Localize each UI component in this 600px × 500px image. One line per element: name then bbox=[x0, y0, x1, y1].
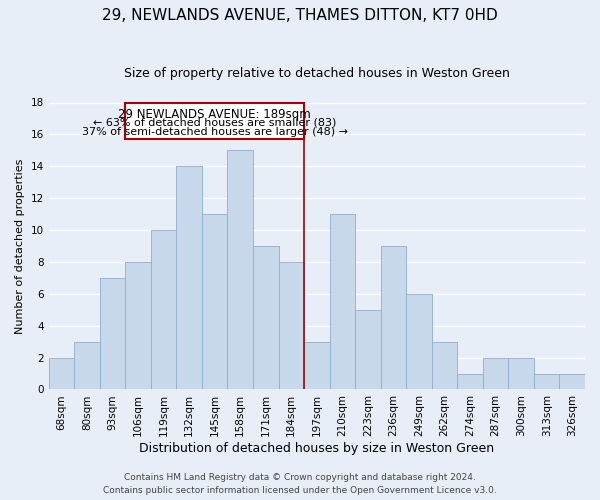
Bar bbox=[304, 342, 329, 390]
Bar bbox=[202, 214, 227, 390]
X-axis label: Distribution of detached houses by size in Weston Green: Distribution of detached houses by size … bbox=[139, 442, 494, 455]
Bar bbox=[355, 310, 380, 390]
Bar bbox=[176, 166, 202, 390]
Title: Size of property relative to detached houses in Weston Green: Size of property relative to detached ho… bbox=[124, 68, 510, 80]
Bar bbox=[380, 246, 406, 390]
Bar bbox=[559, 374, 585, 390]
Text: Contains HM Land Registry data © Crown copyright and database right 2024.
Contai: Contains HM Land Registry data © Crown c… bbox=[103, 473, 497, 495]
Bar bbox=[151, 230, 176, 390]
Bar bbox=[329, 214, 355, 390]
Bar bbox=[125, 262, 151, 390]
Bar bbox=[432, 342, 457, 390]
Bar bbox=[74, 342, 100, 390]
Bar bbox=[278, 262, 304, 390]
Bar bbox=[457, 374, 483, 390]
Bar bbox=[49, 358, 74, 390]
Text: 29 NEWLANDS AVENUE: 189sqm: 29 NEWLANDS AVENUE: 189sqm bbox=[118, 108, 311, 121]
Bar bbox=[508, 358, 534, 390]
Text: 29, NEWLANDS AVENUE, THAMES DITTON, KT7 0HD: 29, NEWLANDS AVENUE, THAMES DITTON, KT7 … bbox=[102, 8, 498, 22]
Bar bbox=[406, 294, 432, 390]
Bar bbox=[483, 358, 508, 390]
Bar bbox=[100, 278, 125, 390]
Bar bbox=[253, 246, 278, 390]
Text: ← 63% of detached houses are smaller (83): ← 63% of detached houses are smaller (83… bbox=[93, 118, 337, 128]
Bar bbox=[227, 150, 253, 390]
Bar bbox=[534, 374, 559, 390]
Y-axis label: Number of detached properties: Number of detached properties bbox=[15, 158, 25, 334]
Text: 37% of semi-detached houses are larger (48) →: 37% of semi-detached houses are larger (… bbox=[82, 127, 347, 137]
Bar bbox=[125, 102, 304, 139]
